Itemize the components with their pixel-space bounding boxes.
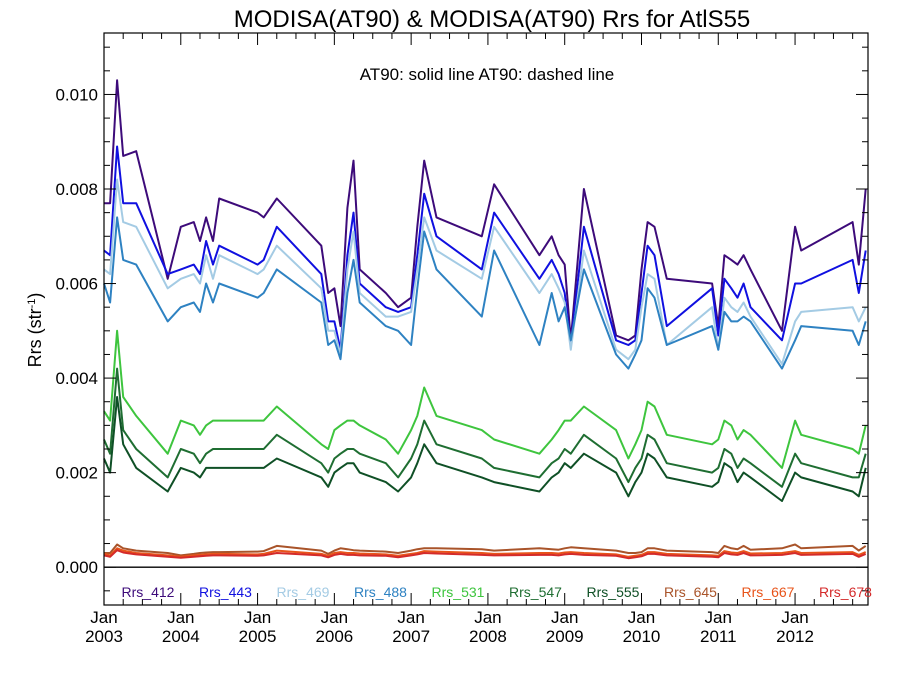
x-axis-ticks: Jan2003Jan2004Jan2005Jan2006Jan2007Jan20…: [85, 33, 854, 646]
legend-entry-rrs-531: Rrs_531: [432, 584, 485, 600]
x-tick-label-year: 2007: [392, 627, 430, 646]
y-axis-label-superscript: -1: [26, 299, 38, 309]
legend-entry-rrs-443: Rrs_443: [199, 584, 252, 600]
x-tick-label-year: 2003: [85, 627, 123, 646]
series-line-rrs-488: [103, 216, 867, 370]
y-axis-label-main: Rrs (str: [25, 308, 45, 367]
y-tick-label: 0.004: [55, 369, 98, 388]
y-axis-label: Rrs (str-1): [25, 293, 45, 368]
series-line-rrs-645: [104, 543, 867, 557]
x-tick-label-year: 2005: [239, 627, 277, 646]
series-line-rrs-412: [104, 79, 867, 342]
legend-entry-rrs-412: Rrs_412: [122, 584, 175, 600]
series-line-rrs-469: [103, 178, 867, 365]
y-axis-ticks: 0.000 0.002 0.004 0.006 0.008 0.010: [55, 46, 868, 592]
x-tick-label-month: Jan: [781, 608, 808, 627]
legend-entry-rrs-547: Rrs_547: [509, 584, 562, 600]
x-tick-label-year: 2004: [162, 627, 200, 646]
x-tick-label-month: Jan: [705, 608, 732, 627]
y-tick-label: 0.008: [55, 180, 98, 199]
x-tick-label-month: Jan: [167, 608, 194, 627]
plot-frame: [103, 32, 869, 606]
x-tick-label-year: 2008: [469, 627, 507, 646]
legend-entry-rrs-667: Rrs_667: [742, 584, 795, 600]
x-tick-label-month: Jan: [90, 608, 117, 627]
series-lines: [103, 79, 867, 560]
x-tick-label-month: Jan: [628, 608, 655, 627]
x-tick-label-month: Jan: [244, 608, 271, 627]
series-line-rrs-555: [103, 396, 867, 502]
chart-title: MODISA(AT90) & MODISA(AT90) Rrs for AtlS…: [234, 6, 751, 33]
legend-entry-rrs-488: Rrs_488: [354, 584, 407, 600]
legend-entry-rrs-645: Rrs_645: [664, 584, 717, 600]
x-tick-label-year: 2012: [776, 627, 814, 646]
y-tick-label: 0.006: [55, 275, 98, 294]
legend: Rrs_412 Rrs_443 Rrs_469 Rrs_488 Rrs_531 Rrs_5…: [122, 584, 873, 600]
series-line-rrs-547: [103, 367, 867, 488]
x-tick-label-month: Jan: [474, 608, 501, 627]
series-line-rrs-678: [103, 549, 867, 560]
series-line-rrs-531: [103, 329, 867, 469]
legend-entry-rrs-678: Rrs_678: [819, 584, 872, 600]
y-axis-label-close: ): [25, 293, 45, 299]
line-style-note: AT90: solid line AT90: dashed line: [360, 65, 615, 84]
y-tick-label: 0.000: [55, 558, 98, 577]
y-tick-label: 0.002: [55, 464, 98, 483]
x-tick-label-year: 2009: [546, 627, 584, 646]
legend-entry-rrs-555: Rrs_555: [587, 584, 640, 600]
x-tick-label-year: 2011: [700, 627, 737, 646]
series-line-rrs-667: [103, 547, 867, 558]
x-tick-label-month: Jan: [321, 608, 348, 627]
x-tick-label-year: 2010: [623, 627, 661, 646]
series-line-rrs-443: [103, 145, 867, 351]
x-tick-label-month: Jan: [551, 608, 578, 627]
legend-entry-rrs-469: Rrs_469: [277, 584, 330, 600]
x-tick-label-year: 2006: [315, 627, 353, 646]
x-tick-label-month: Jan: [397, 608, 424, 627]
y-tick-label: 0.010: [55, 85, 98, 104]
